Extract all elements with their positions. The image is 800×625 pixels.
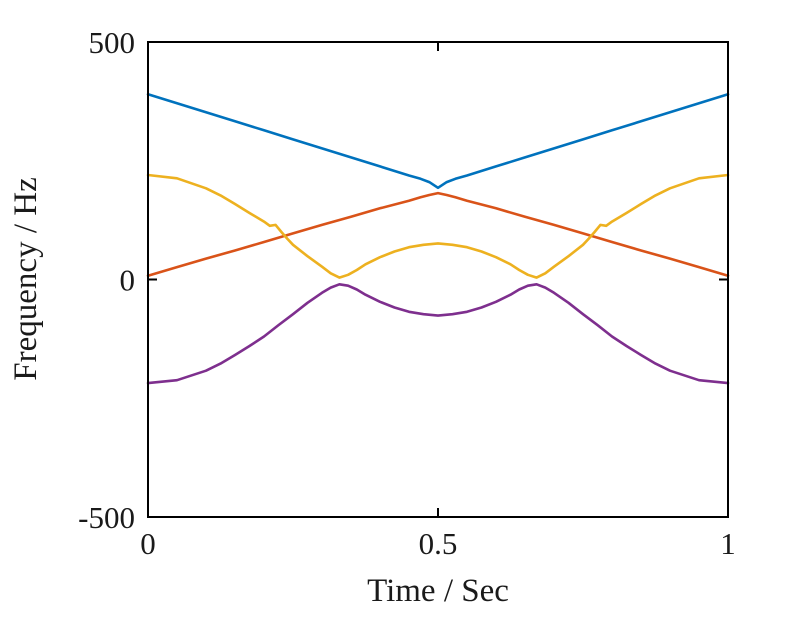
x-tick-label: 0 [140, 526, 156, 561]
x-axis-label: Time / Sec [367, 573, 509, 609]
x-tick-label: 1 [720, 526, 736, 561]
y-tick-label: -500 [78, 500, 135, 535]
series-line-component-2-orange [146, 191, 730, 278]
series-line-component-4-purple [146, 282, 730, 385]
series-line-component-3-yellow [146, 173, 730, 279]
x-tick-label: 0.5 [419, 526, 458, 561]
y-tick-label: 500 [89, 25, 136, 60]
y-axis-label: Frequency / Hz [8, 177, 44, 380]
series-line-component-1-blue [146, 93, 730, 190]
series-group [146, 93, 730, 385]
y-tick-label: 0 [120, 263, 136, 298]
axis-box [147, 41, 729, 518]
